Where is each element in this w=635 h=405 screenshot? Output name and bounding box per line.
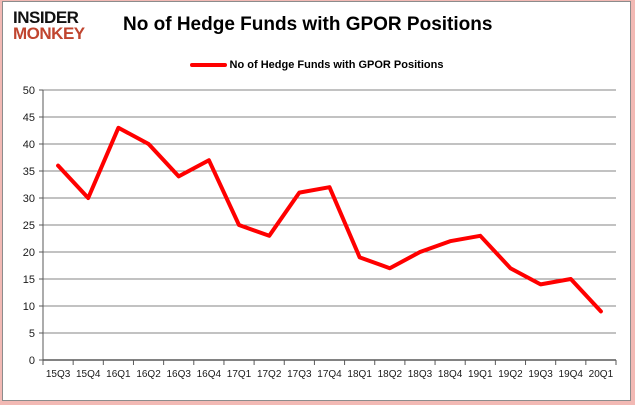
y-tick-label: 35 [23, 166, 35, 178]
x-tick-label: 18Q4 [438, 369, 463, 380]
x-tick-label: 17Q4 [317, 369, 342, 380]
y-tick-label: 30 [23, 193, 35, 205]
y-tick-label: 50 [23, 85, 35, 97]
chart-title: No of Hedge Funds with GPOR Positions [123, 14, 493, 35]
insider-monkey-logo: INSIDER MONKEY [13, 8, 117, 43]
y-tick-label: 45 [23, 112, 35, 124]
x-tick-label: 19Q4 [559, 369, 584, 380]
x-tick-label: 16Q1 [106, 369, 131, 380]
logo-line-insider: INSIDER [13, 8, 79, 27]
data-line-series [56, 125, 603, 314]
y-tick-label: 5 [29, 328, 35, 340]
x-tick-label: 16Q3 [166, 369, 191, 380]
x-tick-label: 17Q3 [287, 369, 312, 380]
y-tick-label: 25 [23, 220, 35, 232]
x-tick-label: 17Q1 [227, 369, 252, 380]
legend-line-marker [189, 63, 227, 67]
line-chart-plot: 0 5 10 15 20 25 30 35 40 45 50 15Q3 15Q4 16Q1 16Q2 16Q3… [23, 85, 617, 380]
x-tick-label: 15Q4 [76, 369, 101, 380]
x-tick-label: 19Q2 [498, 369, 523, 380]
chart-header: INSIDER MONKEY No of Hedge Funds with GP… [13, 8, 493, 43]
x-tick-label: 18Q3 [408, 369, 433, 380]
y-tick-label: 40 [23, 139, 35, 151]
legend-label: No of Hedge Funds with GPOR Positions [229, 59, 444, 71]
x-tick-label: 16Q2 [136, 369, 161, 380]
x-tick-label: 18Q2 [378, 369, 403, 380]
x-tick-label: 16Q4 [197, 369, 222, 380]
x-tick-label: 17Q2 [257, 369, 282, 380]
y-tick-label: 10 [23, 301, 35, 313]
y-tick-label: 0 [29, 355, 35, 367]
logo-line-monkey: MONKEY [13, 24, 85, 43]
x-tick-label: 19Q3 [528, 369, 553, 380]
y-tick-label: 15 [23, 274, 35, 286]
x-tick-label: 18Q1 [347, 369, 372, 380]
y-tick-label: 20 [23, 247, 35, 259]
x-tick-label: 20Q1 [589, 369, 614, 380]
x-tick-label: 19Q1 [468, 369, 493, 380]
x-tick-label: 15Q3 [46, 369, 71, 380]
chart-frame: INSIDER MONKEY No of Hedge Funds with GP… [2, 1, 631, 401]
chart-legend: No of Hedge Funds with GPOR Positions [3, 59, 630, 71]
